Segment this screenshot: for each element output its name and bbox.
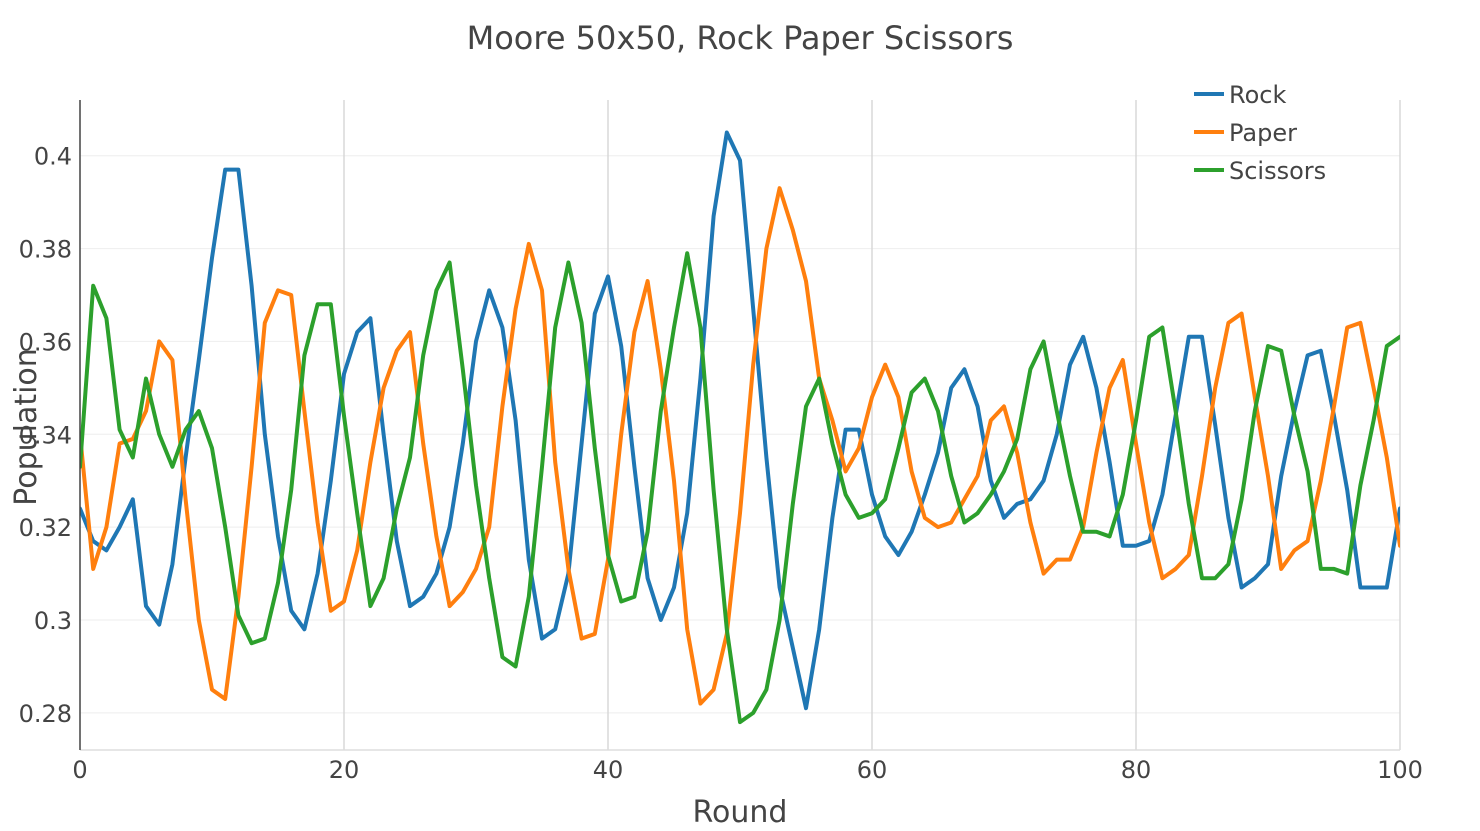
legend-label-rock: Rock xyxy=(1229,81,1286,109)
legend: Rock Paper Scissors xyxy=(1194,81,1326,185)
y-tick-label: 0.38 xyxy=(19,236,72,264)
grid-lines xyxy=(80,100,1401,750)
series-line-rock xyxy=(80,130,1400,711)
y-tick-label: 0.4 xyxy=(34,143,72,171)
x-tick-labels: 0 20 40 60 80 100 xyxy=(72,756,1423,784)
y-tick-label: 0.34 xyxy=(19,421,72,449)
y-axis-title: Population xyxy=(9,348,44,506)
x-tick-label: 40 xyxy=(593,756,624,784)
y-tick-label: 0.36 xyxy=(19,328,72,356)
x-tick-label: 0 xyxy=(72,756,87,784)
y-tick-label: 0.32 xyxy=(19,514,72,542)
y-tick-label: 0.28 xyxy=(19,700,72,728)
x-tick-label: 100 xyxy=(1377,756,1423,784)
y-tick-label: 0.3 xyxy=(34,607,72,635)
series-line-paper xyxy=(80,186,1400,706)
x-axis-title: Round xyxy=(693,795,788,830)
chart-title: Moore 50x50, Rock Paper Scissors xyxy=(467,19,1014,57)
y-tick-labels: 0.28 0.3 0.32 0.34 0.36 0.38 0.4 xyxy=(19,143,72,728)
series-lines xyxy=(80,130,1400,725)
x-tick-label: 20 xyxy=(329,756,360,784)
legend-label-scissors: Scissors xyxy=(1229,157,1326,185)
x-tick-label: 80 xyxy=(1121,756,1152,784)
x-tick-label: 60 xyxy=(857,756,888,784)
legend-label-paper: Paper xyxy=(1229,119,1297,147)
series-line-scissors xyxy=(80,251,1400,725)
